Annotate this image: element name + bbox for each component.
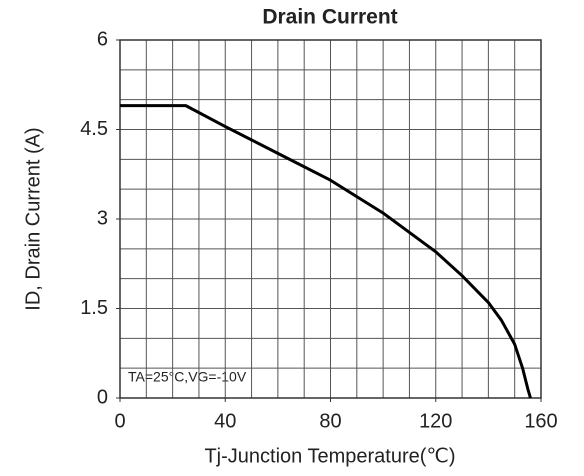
x-tick-label: 160	[524, 410, 557, 432]
x-tick-label: 80	[319, 410, 341, 432]
data-line	[120, 104, 532, 399]
x-tick-label: 120	[419, 410, 452, 432]
y-axis-label: ID, Drain Current (A)	[22, 127, 44, 310]
x-tick-label: 0	[114, 410, 125, 432]
annotation: TA=25°C,VG=-10V	[128, 369, 247, 385]
x-axis-label: Tj-Junction Temperature(℃)	[204, 445, 455, 467]
y-tick-label: 6	[97, 28, 108, 50]
y-tick-label: 1.5	[80, 297, 108, 319]
chart-title: Drain Current	[262, 6, 397, 29]
y-tick-label: 0	[97, 386, 108, 408]
y-tick-label: 3	[97, 207, 108, 229]
y-tick-label: 4.5	[80, 118, 108, 140]
x-tick-label: 40	[214, 410, 236, 432]
